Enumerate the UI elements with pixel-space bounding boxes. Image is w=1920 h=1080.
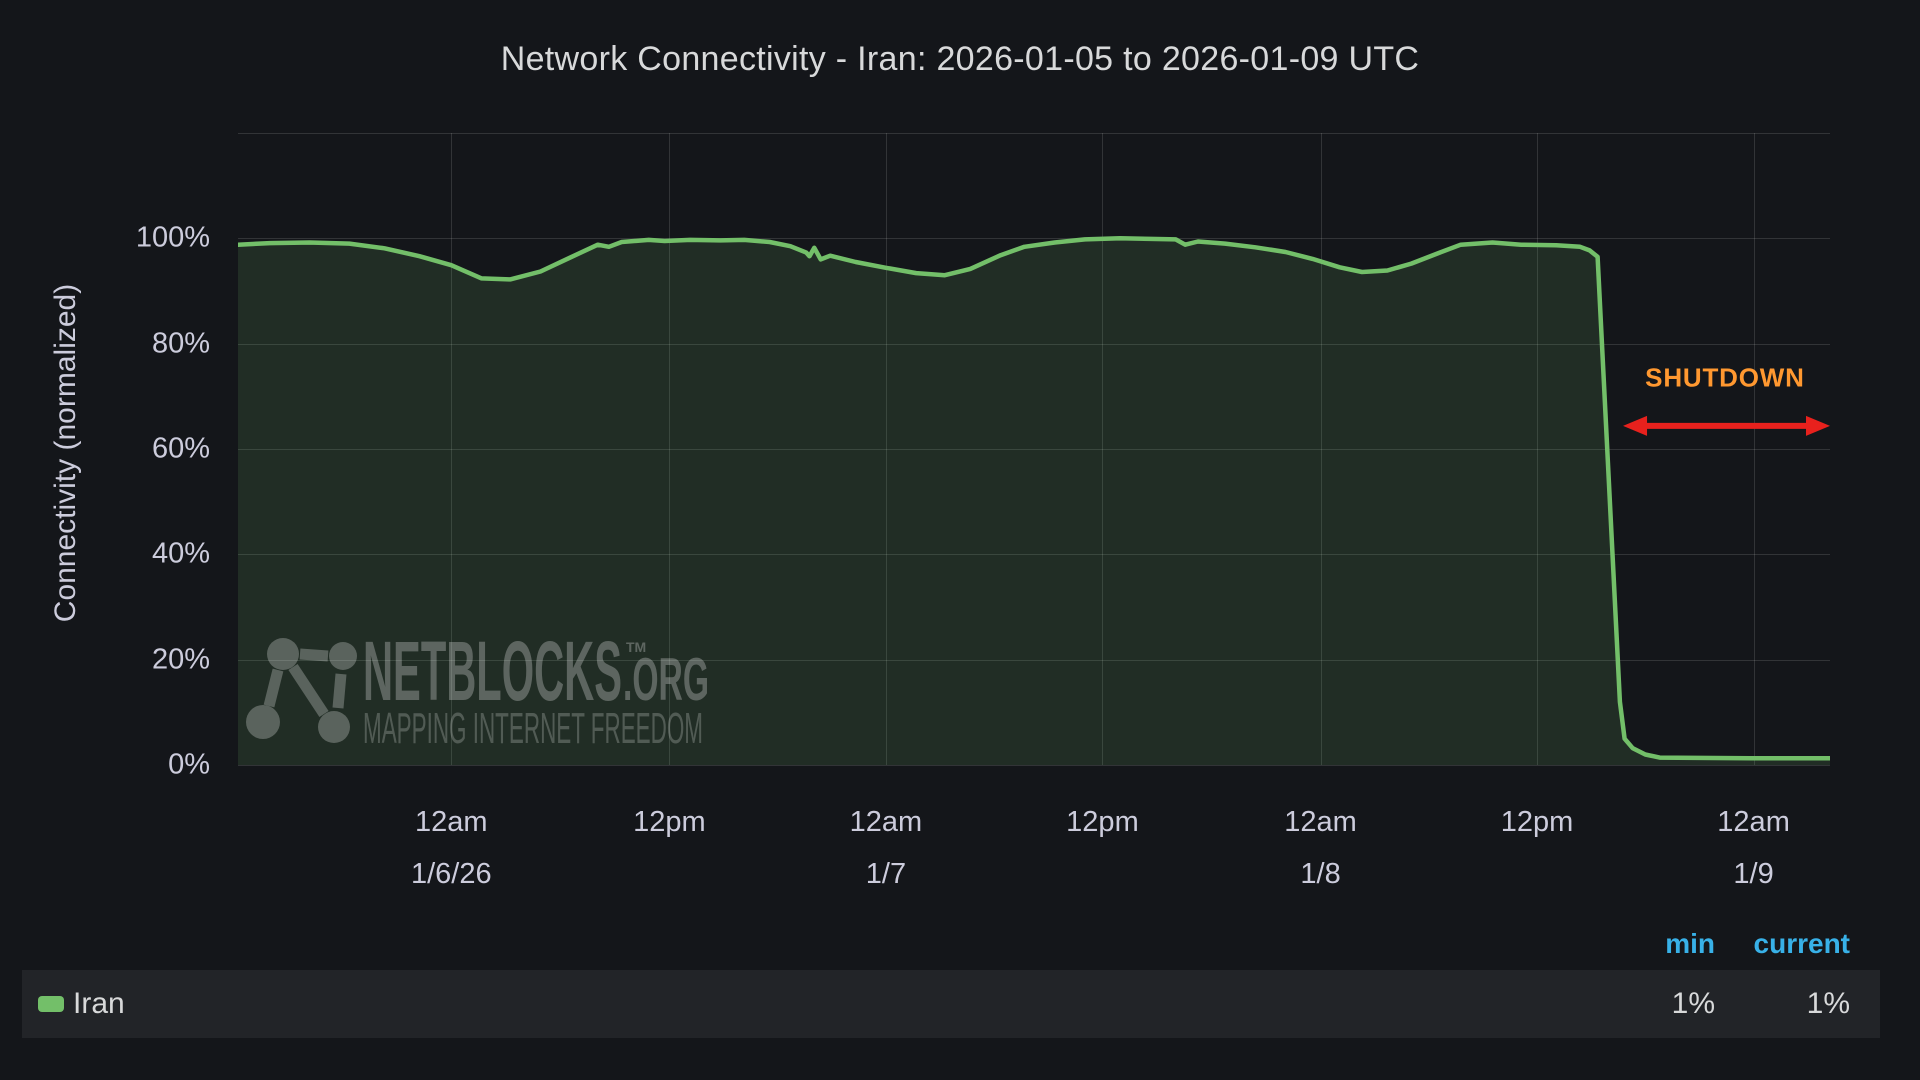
watermark-tm: TM xyxy=(626,639,646,655)
gridline-h xyxy=(238,765,1830,766)
shutdown-annotation-label: SHUTDOWN xyxy=(1645,362,1805,393)
legend-current-value: 1% xyxy=(1806,987,1850,1020)
gridline-v xyxy=(451,133,453,765)
x-tick-time: 12am xyxy=(1284,806,1357,838)
y-tick-label: 60% xyxy=(151,432,210,465)
gridline-h xyxy=(238,343,1830,345)
y-tick-label: 0% xyxy=(168,748,210,781)
watermark-tagline: MAPPING INTERNET FREEDOM xyxy=(363,704,703,752)
connectivity-line xyxy=(238,236,1830,761)
x-tick-date: 1/8 xyxy=(1300,858,1341,890)
gridline-h xyxy=(238,238,1830,240)
y-tick-label: 80% xyxy=(151,327,210,360)
gridline-v xyxy=(1537,133,1539,765)
watermark-brand-text: NETBLOCKS xyxy=(363,630,622,718)
gridline-h xyxy=(238,449,1830,450)
legend-header: min current xyxy=(1595,928,1850,960)
x-tick-date: 1/9 xyxy=(1733,858,1774,890)
legend-header-min[interactable]: min xyxy=(1665,928,1715,959)
gridline-h xyxy=(238,133,1830,134)
y-tick-label: 40% xyxy=(151,537,210,570)
gridline-v xyxy=(1320,133,1322,765)
x-tick-time: 12pm xyxy=(1066,806,1139,838)
x-tick-time: 12pm xyxy=(1500,806,1574,838)
series-label[interactable]: Iran xyxy=(73,987,125,1020)
shutdown-arrow-head-left xyxy=(1623,415,1648,436)
chart-title: Network Connectivity - Iran: 2026-01-05 … xyxy=(500,40,1420,78)
gridline-h xyxy=(238,659,1830,661)
gridline-v xyxy=(1753,133,1755,765)
gridline-v xyxy=(1102,133,1104,765)
x-tick-date: 1/6/26 xyxy=(410,858,492,890)
x-tick-time: 12am xyxy=(1717,806,1790,838)
y-tick-label: 100% xyxy=(135,221,210,254)
gridline-v xyxy=(669,133,671,765)
y-tick-label: 20% xyxy=(151,643,210,676)
netblocks-watermark: NETBLOCKS TM .ORG MAPPING INTERNET FREED… xyxy=(246,630,709,752)
legend-min-value: 1% xyxy=(1671,987,1715,1020)
netblocks-logo-icon xyxy=(246,638,357,743)
connectivity-area xyxy=(238,238,1830,765)
x-tick-time: 12am xyxy=(849,806,923,838)
series-color-swatch xyxy=(38,996,64,1012)
gridline-v xyxy=(885,133,887,765)
gridline-h xyxy=(238,554,1830,556)
x-tick-date: 1/7 xyxy=(865,858,907,890)
shutdown-arrow-head-right xyxy=(1806,415,1830,436)
connectivity-chart xyxy=(238,236,1830,765)
x-tick-time: 12pm xyxy=(633,806,706,838)
legend-header-current[interactable]: current xyxy=(1753,928,1850,959)
watermark-suffix-text: .ORG xyxy=(623,646,709,713)
legend-row[interactable]: Iran 1% 1% xyxy=(22,970,1880,1038)
x-tick-time: 12am xyxy=(415,806,488,838)
